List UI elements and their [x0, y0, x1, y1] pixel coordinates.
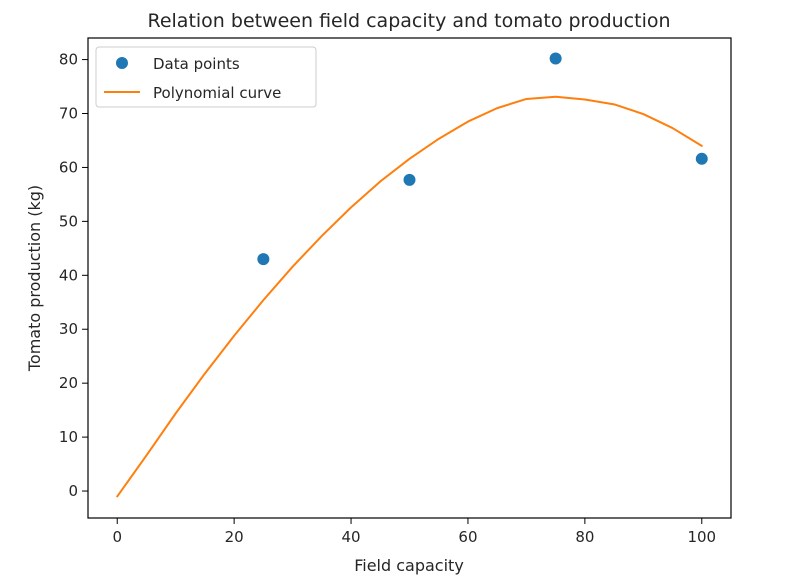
x-tick-label: 80: [575, 528, 594, 546]
legend-label-polynomial-curve: Polynomial curve: [153, 84, 281, 102]
y-tick-label: 20: [59, 374, 78, 392]
legend-box: [95, 46, 317, 108]
y-tick-label: 60: [59, 158, 78, 176]
y-axis-label: Tomato production (kg): [25, 185, 44, 372]
legend-marker-data-points: [116, 57, 128, 69]
x-axis-label: Field capacity: [354, 556, 464, 575]
x-tick-label: 0: [112, 528, 122, 546]
y-tick-label: 0: [68, 482, 78, 500]
x-axis-ticks: 0 20 40 60 80 100: [112, 518, 716, 546]
plot-area-frame: [87, 37, 732, 519]
y-tick-label: 40: [59, 266, 78, 284]
chart-title: Relation between field capacity and toma…: [147, 10, 670, 32]
y-tick-label: 50: [59, 212, 78, 230]
legend-label-data-points: Data points: [153, 55, 240, 73]
y-tick-label: 30: [59, 320, 78, 338]
x-tick-label: 100: [687, 528, 716, 546]
data-point: [403, 173, 416, 186]
data-point: [695, 152, 708, 165]
x-tick-label: 20: [225, 528, 244, 546]
legend: Data points Polynomial curve: [95, 46, 317, 108]
y-tick-label: 80: [59, 51, 78, 69]
x-tick-label: 40: [341, 528, 360, 546]
y-tick-label: 70: [59, 105, 78, 123]
series-layer: [116, 52, 708, 498]
data-point: [549, 52, 562, 65]
y-tick-label: 10: [59, 428, 78, 446]
polynomial-curve-line: [116, 95, 703, 498]
data-point: [257, 253, 270, 266]
y-axis-ticks: 0 10 20 30 40 50 60 70 80: [59, 51, 88, 500]
x-tick-label: 60: [458, 528, 477, 546]
